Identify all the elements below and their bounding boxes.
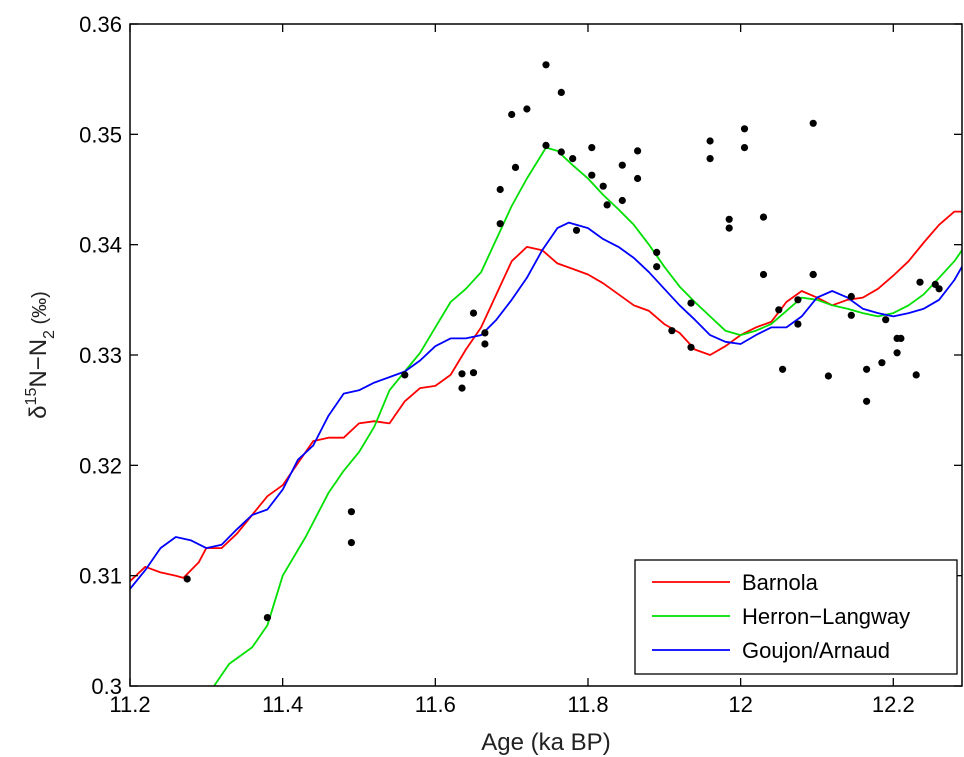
data-point xyxy=(794,296,802,304)
data-point xyxy=(759,270,768,279)
x-tick-label: 11.6 xyxy=(415,692,456,717)
data-point xyxy=(897,334,905,342)
data-point xyxy=(496,220,504,228)
data-point xyxy=(523,105,531,113)
y-tick-label: 0.32 xyxy=(79,453,122,478)
data-point xyxy=(458,384,466,392)
data-point xyxy=(847,311,855,319)
y-tick-label: 0.3 xyxy=(91,674,122,699)
data-point xyxy=(588,144,596,152)
data-point xyxy=(347,539,355,547)
y-axis-title-unit: (‰) xyxy=(29,291,51,330)
data-point xyxy=(824,372,833,380)
series-line-goujon-arnaud xyxy=(130,221,962,590)
data-point xyxy=(634,147,642,155)
data-point xyxy=(668,327,676,335)
data-point xyxy=(572,226,581,234)
y-axis-title-sup: 15 xyxy=(23,388,40,406)
data-point xyxy=(847,292,855,301)
data-point xyxy=(893,349,901,357)
data-point xyxy=(618,161,626,169)
data-point xyxy=(653,248,661,256)
y-tick-label: 0.35 xyxy=(79,122,122,147)
data-point xyxy=(740,144,749,152)
legend-label: Herron−Langway xyxy=(742,604,910,629)
data-point xyxy=(183,575,191,583)
data-point xyxy=(481,340,489,348)
data-point xyxy=(706,155,714,163)
legend-box xyxy=(634,559,958,675)
data-point xyxy=(653,263,661,271)
data-point xyxy=(347,508,355,516)
data-point xyxy=(687,343,695,351)
data-point xyxy=(779,365,787,373)
y-axis-title-sub: 2 xyxy=(41,330,58,339)
tick-layer: 11.2 11.4 11.6 11.8 12 12.2 0.3 0.31 0.32 0.33 0.3… xyxy=(79,12,962,717)
data-point xyxy=(496,185,504,194)
y-tick-label: 0.31 xyxy=(79,564,122,589)
data-point xyxy=(469,309,478,317)
y-axis-title-mid: N−N xyxy=(25,339,52,388)
data-point xyxy=(706,137,714,145)
data-point xyxy=(912,371,920,379)
data-point xyxy=(481,329,489,337)
data-point xyxy=(916,278,924,286)
data-point xyxy=(878,359,886,367)
data-point xyxy=(458,370,466,378)
y-axis-title-base: δ xyxy=(25,405,52,418)
data-point xyxy=(599,182,607,190)
series-line-herron-langway xyxy=(213,146,962,686)
x-axis-title: Age (ka BP) xyxy=(481,729,610,756)
data-point xyxy=(508,110,516,119)
data-point xyxy=(809,270,817,279)
x-tick-label: 12.2 xyxy=(872,692,915,717)
data-point xyxy=(794,320,802,328)
data-point xyxy=(863,397,871,405)
data-point xyxy=(725,224,733,232)
series-line-barnola xyxy=(130,210,962,583)
data-point xyxy=(263,614,271,622)
data-point xyxy=(725,215,733,223)
data-point xyxy=(603,201,611,209)
data-point xyxy=(935,285,943,293)
data-point xyxy=(740,125,749,133)
data-point xyxy=(882,316,890,324)
legend-label: Barnola xyxy=(742,570,819,595)
legend: Barnola Herron−Langway Goujon/Arnaud xyxy=(634,559,958,675)
data-point xyxy=(557,148,565,156)
y-axis-title: δ15N−N2 (‰) xyxy=(23,291,58,419)
data-point xyxy=(588,171,596,179)
data-point xyxy=(634,174,642,183)
x-tick-label: 11.4 xyxy=(262,692,303,717)
data-point xyxy=(511,163,520,171)
y-tick-label: 0.34 xyxy=(79,233,122,258)
data-point xyxy=(542,61,550,69)
plot-area xyxy=(130,61,962,686)
data-point xyxy=(557,88,565,96)
data-point xyxy=(775,306,783,314)
data-point xyxy=(401,371,409,379)
data-point xyxy=(469,369,478,377)
y-tick-label: 0.36 xyxy=(79,12,122,37)
x-tick-label: 12 xyxy=(728,692,752,717)
data-point xyxy=(809,119,817,127)
y-tick-label: 0.33 xyxy=(79,343,122,368)
x-tick-label: 11.2 xyxy=(109,692,150,717)
data-point xyxy=(759,213,768,221)
data-point xyxy=(542,141,550,149)
data-point xyxy=(618,196,626,205)
x-tick-label: 11.8 xyxy=(567,692,608,717)
data-point xyxy=(569,155,577,163)
legend-label: Goujon/Arnaud xyxy=(742,638,890,663)
data-point xyxy=(863,365,871,373)
data-point xyxy=(687,299,695,307)
